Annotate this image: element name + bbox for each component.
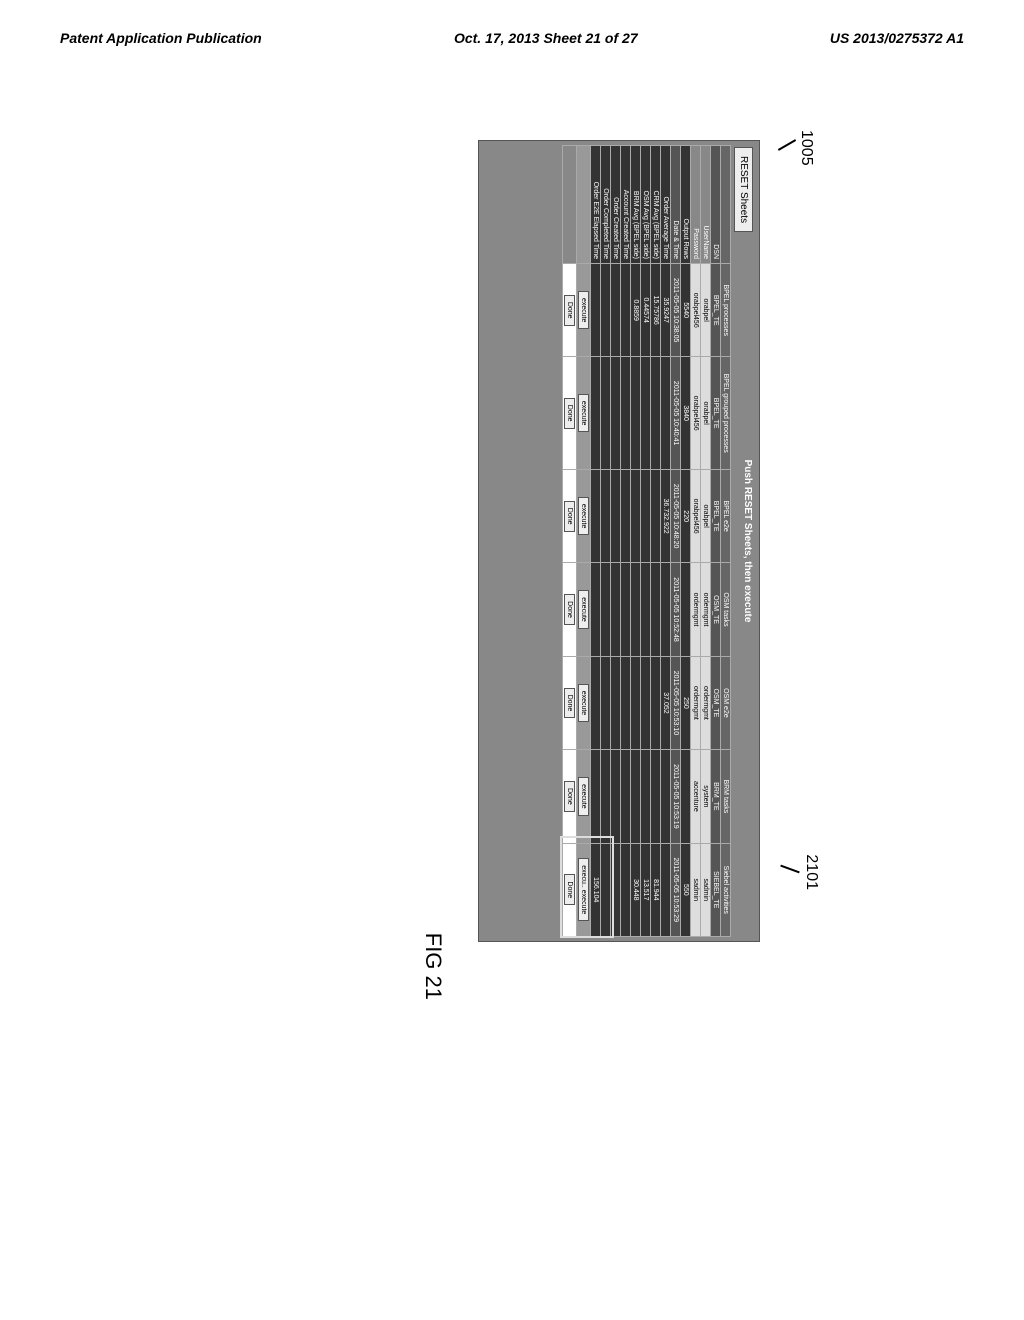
figure-area: 1005 2101 RESET Sheets Push RESET Sheets… [220,140,780,940]
row-label: Date & Time [671,146,681,264]
row-label: Account Created Time [621,146,631,264]
execute-button[interactable]: execu.. execute [578,858,589,921]
figure-label: FIG 21 [420,933,446,1000]
row-label: Password [691,146,701,264]
row-label: Order Created Time [611,146,621,264]
header-right: US 2013/0275372 A1 [830,30,964,46]
header-row: BPEL processes BPEL grouped processes BP… [721,146,731,937]
table-row: Output Rows 55403840220250550 [681,146,691,937]
row-label: Order Average Time [661,146,671,264]
page-header: Patent Application Publication Oct. 17, … [0,0,1024,56]
execute-button[interactable]: execute [578,777,589,816]
execute-button[interactable]: execute [578,590,589,629]
row-label: OSM Avg (BPEL side) [641,146,651,264]
table-row: CRM Avg (BPEL side) 15.7578681.944 [651,146,661,937]
row-label: Order E2E Elapsed Time [591,146,601,264]
table-row: Order Created Time [611,146,621,937]
done-button[interactable]: Done [564,501,575,532]
col-header: OSM e2e [721,656,731,749]
done-row: Done Done Done Done Done Done Done [563,146,577,937]
row-label: UserName [701,146,711,264]
execute-button[interactable]: execute [578,684,589,723]
reset-sheets-button[interactable]: RESET Sheets [734,147,753,232]
callout-2101: 2101 [802,854,820,890]
data-table: BPEL processes BPEL grouped processes BP… [562,145,731,937]
done-button[interactable]: Done [564,688,575,719]
table-row: DSN BPEL_TEBPEL_TEBPEL_TEOSM_TEOSM_TEBRM… [711,146,721,937]
done-button[interactable]: Done [564,781,575,812]
row-label: DSN [711,146,721,264]
execute-button[interactable]: execute [578,497,589,536]
col-header: BRM tasks [721,750,731,843]
table-row: Order Completed Time [601,146,611,937]
done-button[interactable]: Done [564,594,575,625]
done-button[interactable]: Done [564,874,575,905]
header-left: Patent Application Publication [60,30,262,46]
col-header: OSM tasks [721,563,731,656]
col-header: BPEL processes [721,264,731,357]
row-label: Order Completed Time [601,146,611,264]
table-row: OSM Avg (BPEL side) 0.4457413.517 [641,146,651,937]
row-label: Output Rows [681,146,691,264]
panel-title: Push RESET Sheets, then execute [742,460,753,623]
table-row: Account Created Time [621,146,631,937]
row-label: CRM Avg (BPEL side) [651,146,661,264]
table-row: Order E2E Elapsed Time 156.104 [591,146,601,937]
col-header: BPEL e2e [721,469,731,562]
row-label: BRM Avg (BPEL side) [631,146,641,264]
execute-button[interactable]: execute [578,291,589,330]
execute-row: execute execute execute execute execute … [577,146,591,937]
col-header: BPEL grouped processes [721,357,731,470]
table-row: Date & Time 2011-05-05 10:38:052011-05-0… [671,146,681,937]
screenshot-panel: RESET Sheets Push RESET Sheets, then exe… [478,140,760,942]
done-button[interactable]: Done [564,295,575,326]
execute-button[interactable]: execute [578,394,589,433]
done-button[interactable]: Done [564,398,575,429]
table-row: Password orabpel456orabpel456orabpel456o… [691,146,701,937]
table-row: BRM Avg (BPEL side) 0.885930.448 [631,146,641,937]
col-header: Siebel activities [721,843,731,936]
callout-1005: 1005 [797,130,815,166]
table-row: Order Average Time 35.924736.732.92237.0… [661,146,671,937]
header-center: Oct. 17, 2013 Sheet 21 of 27 [454,30,638,46]
table-row: UserName orabpelorabpelorabpelordermgmto… [701,146,711,937]
